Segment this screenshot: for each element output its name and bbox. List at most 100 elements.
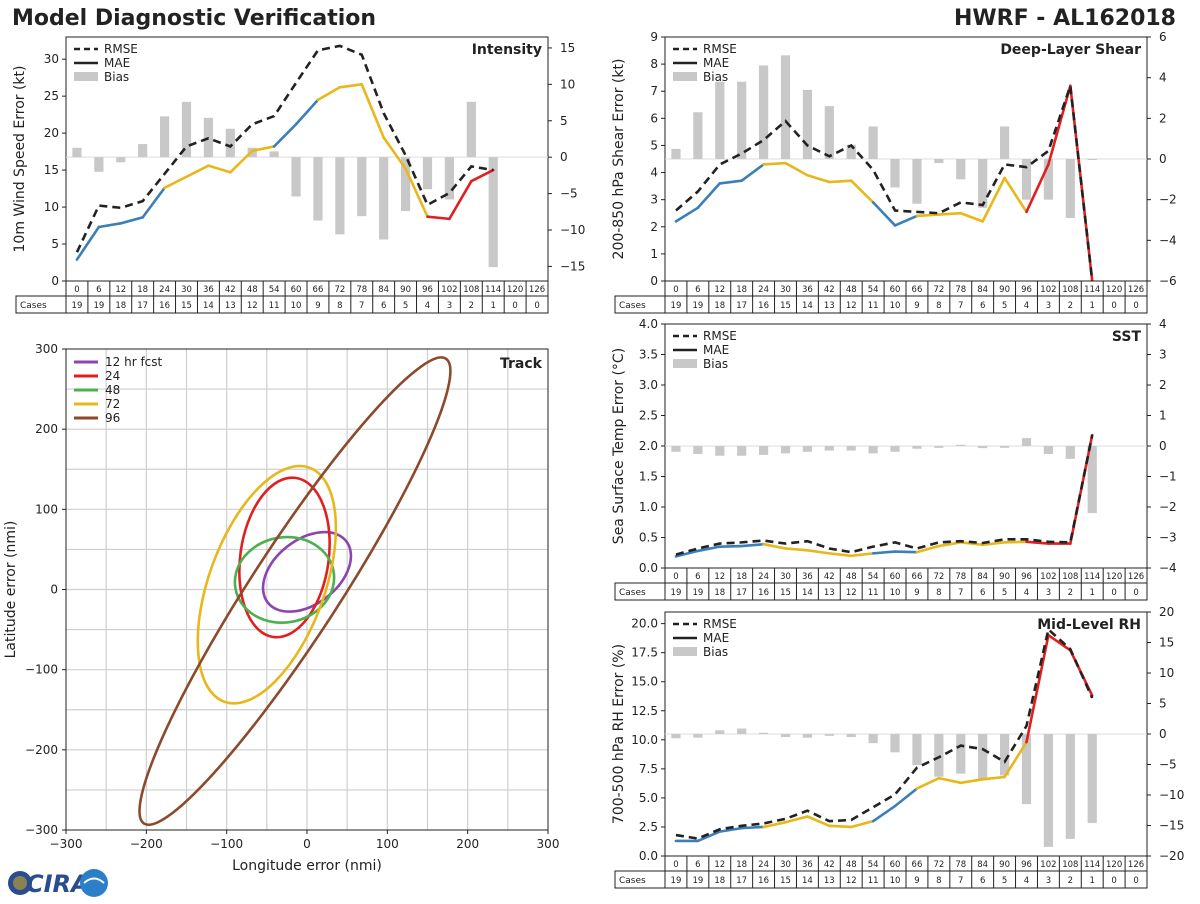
intensity-case-count: 19 bbox=[72, 301, 83, 311]
sst-bias-bar bbox=[1087, 446, 1097, 514]
rh-hour-label: 54 bbox=[868, 860, 879, 870]
rh-case-count: 7 bbox=[958, 876, 963, 886]
sst-mae-segment bbox=[784, 547, 809, 552]
rh-y2tick-label: −10 bbox=[1159, 788, 1184, 802]
shear-bias-bar bbox=[1087, 159, 1097, 161]
sst-y2tick-label: −1 bbox=[1159, 470, 1177, 484]
shear-mae-segment bbox=[740, 163, 765, 182]
rh-ytick-label: 20.0 bbox=[631, 617, 658, 631]
shear-bias-bar bbox=[737, 81, 747, 159]
track-ylabel: Latitude error (nmi) bbox=[3, 521, 19, 659]
shear-case-count: 3 bbox=[1046, 301, 1051, 311]
rh-mae-segment bbox=[1003, 740, 1028, 779]
shear-mae-segment bbox=[981, 176, 1006, 223]
shear-hour-label: 66 bbox=[912, 285, 923, 295]
shear-hour-label: 114 bbox=[1084, 285, 1100, 295]
sst-hour-label: 84 bbox=[977, 572, 988, 582]
shear-mae-segment bbox=[893, 214, 919, 227]
intensity-hour-label: 36 bbox=[203, 285, 214, 295]
intensity-mae-segment bbox=[470, 168, 495, 183]
shear-hour-label: 48 bbox=[846, 285, 857, 295]
shear-case-count: 17 bbox=[736, 301, 747, 311]
shear-legend-bias: Bias bbox=[703, 70, 728, 84]
sst-bias-bar bbox=[978, 446, 988, 449]
intensity-hour-label: 84 bbox=[378, 285, 389, 295]
shear-case-count: 18 bbox=[714, 301, 725, 311]
sst-ytick-label: 2.5 bbox=[639, 409, 658, 423]
track-xtick-label: −100 bbox=[210, 837, 243, 851]
intensity-hour-label: 54 bbox=[269, 285, 280, 295]
intensity-ytick-label: 5 bbox=[51, 237, 59, 251]
shear-bias-bar bbox=[671, 148, 681, 159]
rh-bias-bar bbox=[999, 734, 1010, 776]
rh-legend-rmse: RMSE bbox=[703, 617, 737, 631]
intensity-mae-segment bbox=[294, 98, 320, 126]
sst-case-count: 15 bbox=[780, 588, 791, 598]
intensity-bias-bar bbox=[116, 157, 126, 163]
sst-hour-label: 6 bbox=[695, 572, 700, 582]
rh-hour-label: 84 bbox=[977, 860, 988, 870]
shear-hour-label: 6 bbox=[695, 285, 700, 295]
intensity-case-count: 12 bbox=[247, 301, 258, 311]
sst-y2tick-label: 4 bbox=[1159, 317, 1167, 331]
rh-y2tick-label: 15 bbox=[1159, 636, 1174, 650]
sst-y2tick-label: 0 bbox=[1159, 439, 1167, 453]
rh-legend-bias-swatch bbox=[673, 647, 697, 656]
sst-hour-label: 18 bbox=[736, 572, 747, 582]
intensity-hour-label: 126 bbox=[529, 285, 545, 295]
shear-y2tick-label: 0 bbox=[1159, 152, 1167, 166]
shear-ytick-label: 8 bbox=[650, 57, 658, 71]
intensity-case-count: 17 bbox=[137, 301, 148, 311]
track-title: Track bbox=[500, 356, 543, 372]
cira-logo: CIRA bbox=[4, 866, 108, 900]
sst-case-count: 3 bbox=[1046, 588, 1051, 598]
sst-bias-bar bbox=[890, 446, 900, 452]
intensity-case-count: 3 bbox=[447, 301, 452, 311]
shear-ytick-label: 7 bbox=[650, 84, 658, 98]
sst-bias-bar bbox=[1021, 438, 1032, 446]
intensity-mae-segment bbox=[185, 164, 210, 179]
intensity-y2tick-label: 0 bbox=[560, 150, 568, 164]
sst-y2tick-label: −2 bbox=[1159, 500, 1177, 514]
rh-bias-bar bbox=[890, 734, 900, 753]
intensity-case-count: 13 bbox=[225, 301, 236, 311]
rh-case-count: 2 bbox=[1068, 876, 1073, 886]
track-xtick-label: −200 bbox=[130, 837, 163, 851]
rh-hour-label: 120 bbox=[1106, 860, 1122, 870]
shear-case-count: 7 bbox=[958, 301, 963, 311]
intensity-mae-segment bbox=[404, 167, 429, 218]
rh-y2tick-label: −15 bbox=[1159, 819, 1184, 833]
sst-bias-bar bbox=[1043, 446, 1054, 454]
intensity-bias-bar bbox=[444, 157, 455, 200]
shear-ytick-label: 6 bbox=[650, 111, 658, 125]
shear-bias-bar bbox=[890, 159, 900, 188]
sst-bias-bar bbox=[1065, 446, 1075, 459]
rh-mae-segment bbox=[828, 824, 853, 829]
rh-mae-segment bbox=[696, 830, 722, 843]
shear-hour-label: 54 bbox=[868, 285, 879, 295]
shear-y2tick-label: −6 bbox=[1159, 274, 1177, 288]
shear-ytick-label: 5 bbox=[650, 138, 658, 152]
rh-ytick-label: 0.0 bbox=[639, 849, 658, 863]
sst-mae-segment bbox=[1025, 540, 1050, 545]
track-ytick-label: −200 bbox=[25, 743, 58, 757]
rh-y2tick-label: 5 bbox=[1159, 697, 1167, 711]
rh-case-count: 15 bbox=[780, 876, 791, 886]
intensity-ytick-label: 30 bbox=[44, 52, 59, 66]
rh-bias-bar bbox=[802, 734, 813, 738]
rh-mae-segment bbox=[959, 778, 984, 785]
rh-bias-bar bbox=[1021, 734, 1032, 805]
intensity-case-count: 14 bbox=[203, 301, 214, 311]
intensity-bias-bar bbox=[400, 157, 411, 212]
intensity-mae-segment bbox=[207, 164, 232, 174]
intensity-mae-segment bbox=[229, 149, 254, 174]
shear-bias-bar bbox=[934, 159, 944, 164]
rh-hour-label: 60 bbox=[890, 860, 901, 870]
shear-case-count: 12 bbox=[846, 301, 857, 311]
intensity-bias-bar bbox=[291, 157, 301, 197]
rh-hour-label: 72 bbox=[933, 860, 944, 870]
intensity-ylabel: 10m Wind Speed Error (kt) bbox=[12, 66, 28, 253]
intensity-mae-segment bbox=[163, 175, 188, 190]
shear-case-count: 5 bbox=[1002, 301, 1007, 311]
